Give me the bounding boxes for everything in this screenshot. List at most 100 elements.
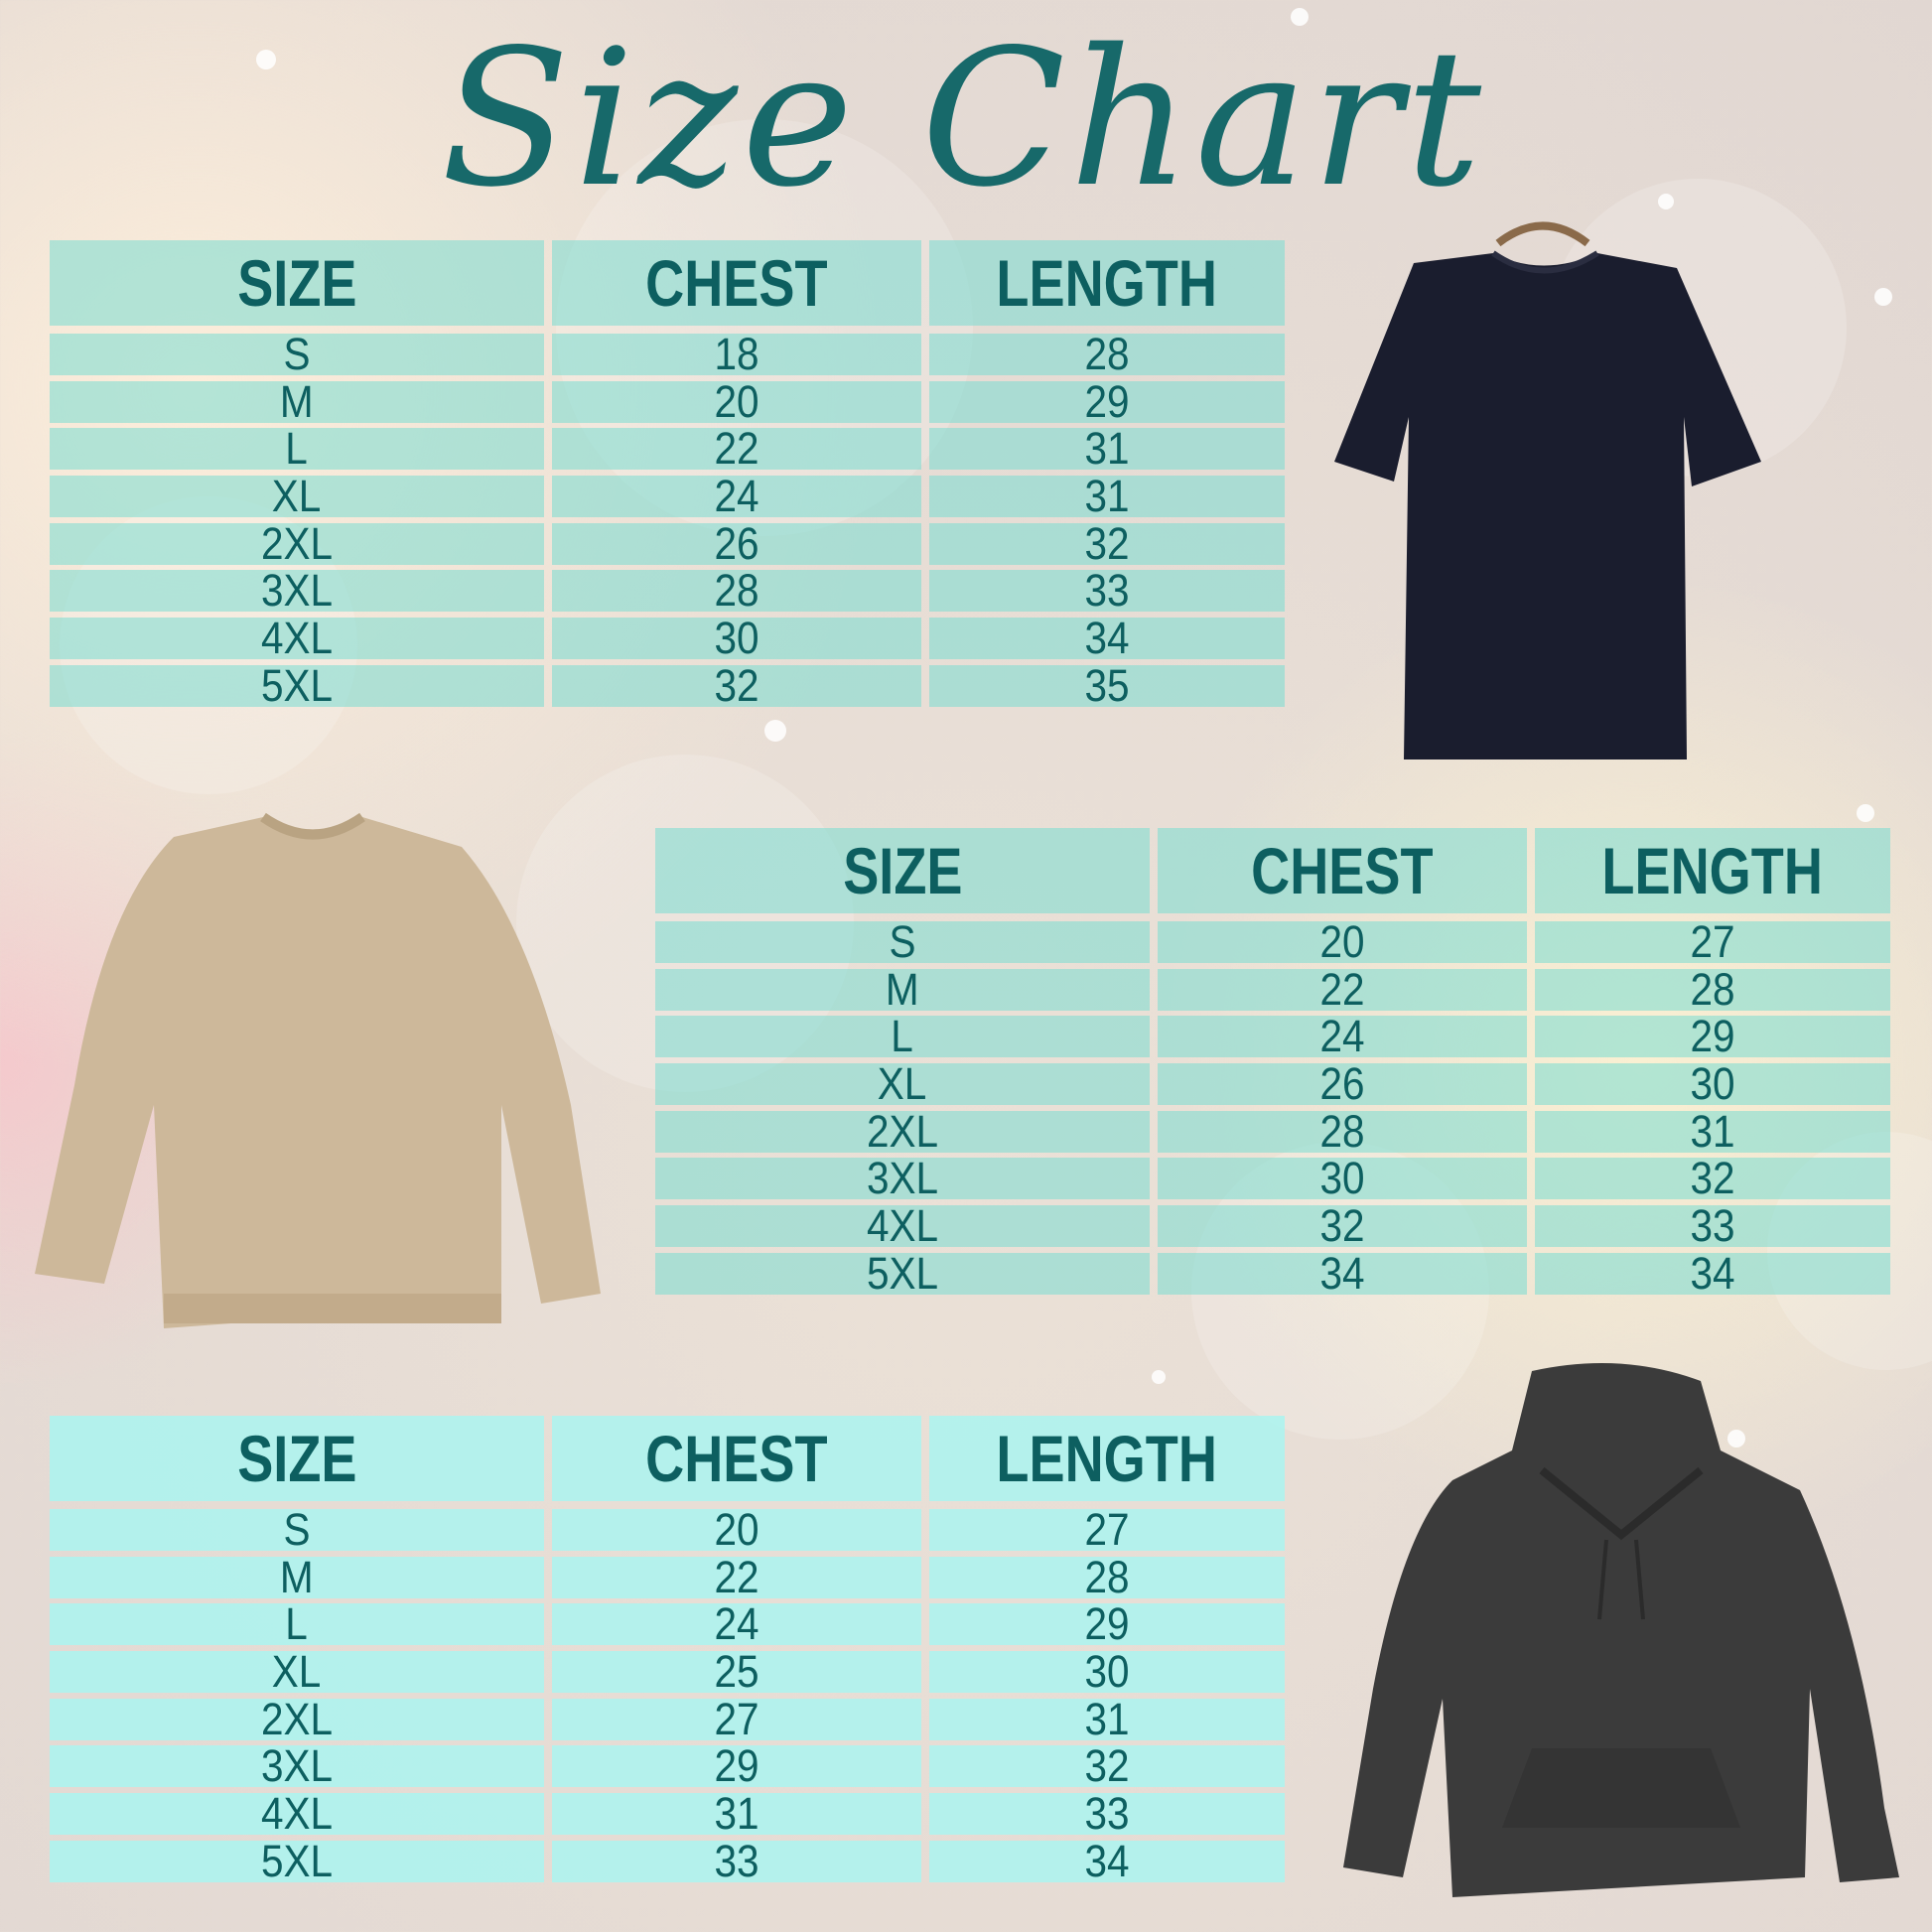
cell-value: 32	[1690, 1153, 1735, 1204]
table-cell: 25	[552, 1646, 921, 1698]
table-cell: 22	[1158, 967, 1527, 1012]
cell-value: 26	[714, 517, 759, 569]
cell-value: 2XL	[260, 1693, 334, 1744]
table-cell: L	[655, 1014, 1150, 1058]
cell-value: M	[280, 1551, 314, 1602]
cell-value: 28	[1084, 329, 1130, 379]
table-cell: 26	[552, 517, 921, 569]
table-cell: 5XL	[50, 1835, 544, 1886]
cell-value: 30	[714, 613, 759, 664]
table-cell: 5XL	[655, 1251, 1150, 1296]
hoodie-image	[1343, 1363, 1899, 1897]
cell-value: 27	[1084, 1504, 1130, 1555]
cell-value: 30	[1084, 1646, 1130, 1698]
table-row: S 18 28	[50, 329, 1285, 379]
cell-value: 33	[1690, 1200, 1735, 1252]
cell-value: 20	[714, 1504, 759, 1555]
table-cell: 27	[1535, 916, 1890, 967]
table-row: XL 26 30	[655, 1058, 1890, 1110]
column-header-chest: CHEST	[1158, 828, 1527, 913]
table-row: L 24 29	[655, 1014, 1890, 1058]
column-header-size: SIZE	[50, 240, 544, 326]
table-row: L 24 29	[50, 1598, 1285, 1650]
table-cell: 4XL	[655, 1200, 1150, 1252]
column-header-label: LENGTH	[996, 246, 1218, 320]
cell-value: 28	[1084, 1551, 1130, 1602]
cell-value: 34	[1084, 613, 1130, 664]
table-cell: 31	[929, 1693, 1285, 1744]
table-row: M 22 28	[655, 967, 1890, 1012]
cell-value: S	[283, 1504, 311, 1555]
table-row: S 20 27	[50, 1504, 1285, 1555]
table-cell: 20	[552, 1504, 921, 1555]
cell-value: 4XL	[260, 1788, 334, 1840]
column-header-label: LENGTH	[1601, 834, 1824, 907]
cell-value: 5XL	[260, 659, 334, 711]
cell-value: 34	[1690, 1247, 1735, 1299]
table-row: XL 25 30	[50, 1646, 1285, 1698]
table-cell: 33	[1535, 1200, 1890, 1252]
cell-value: 24	[714, 471, 759, 522]
cell-value: 31	[1084, 1693, 1130, 1744]
page-title: Size Chart	[440, 9, 1486, 228]
cell-value: 27	[1690, 916, 1735, 967]
cell-value: 22	[714, 1551, 759, 1602]
table-cell: 33	[929, 1791, 1285, 1836]
table-header: SIZE CHEST LENGTH	[50, 1416, 1285, 1501]
cell-value: S	[889, 916, 916, 967]
table-cell: 32	[1158, 1203, 1527, 1248]
table-cell: 31	[929, 474, 1285, 518]
column-header-label: CHEST	[1251, 834, 1434, 907]
cell-value: 32	[714, 659, 759, 711]
table-cell: 28	[929, 329, 1285, 379]
table-cell: M	[50, 1551, 544, 1602]
cell-value: XL	[272, 1646, 322, 1698]
cell-value: L	[285, 423, 309, 475]
table-cell: 33	[552, 1835, 921, 1886]
table-cell: 2XL	[50, 1693, 544, 1744]
cell-value: 31	[1084, 423, 1130, 475]
tshirt-image	[1334, 221, 1761, 759]
table-header: SIZE CHEST LENGTH	[50, 240, 1285, 326]
cell-value: 29	[1084, 1598, 1130, 1650]
table-row: 3XL 28 33	[50, 568, 1285, 613]
table-cell: 34	[929, 1839, 1285, 1883]
table-cell: L	[50, 1601, 544, 1646]
table-cell: 34	[1158, 1247, 1527, 1299]
table-cell: 31	[552, 1791, 921, 1836]
table-cell: 28	[1535, 967, 1890, 1012]
table-cell: XL	[50, 1646, 544, 1698]
table-row: 5XL 33 34	[50, 1835, 1285, 1886]
cell-value: 25	[714, 1646, 759, 1698]
table-cell: 5XL	[50, 659, 544, 711]
table-row: 5XL 34 34	[655, 1247, 1890, 1299]
cell-value: 20	[1319, 916, 1365, 967]
cell-value: 4XL	[260, 613, 334, 664]
table-row: 2XL 28 31	[655, 1105, 1890, 1157]
cell-value: 20	[714, 375, 759, 427]
table-cell: S	[655, 916, 1150, 967]
table-row: L 22 31	[50, 423, 1285, 475]
column-header-size: SIZE	[50, 1416, 544, 1501]
table-cell: 34	[1535, 1247, 1890, 1299]
cell-value: 33	[714, 1835, 759, 1886]
cell-value: 4XL	[866, 1200, 939, 1252]
table-row: 4XL 32 33	[655, 1200, 1890, 1252]
table-header: SIZE CHEST LENGTH	[655, 828, 1890, 913]
column-header-label: LENGTH	[996, 1422, 1218, 1495]
table-cell: M	[50, 375, 544, 427]
cell-value: 26	[1319, 1058, 1365, 1110]
table-cell: 2XL	[50, 521, 544, 566]
cell-value: 29	[714, 1740, 759, 1792]
cell-value: 34	[1319, 1247, 1365, 1299]
cell-value: 5XL	[260, 1835, 334, 1886]
cell-value: M	[280, 375, 314, 427]
cell-value: 31	[1690, 1105, 1735, 1157]
table-cell: 22	[552, 1551, 921, 1602]
table-cell: 3XL	[50, 1743, 544, 1788]
table-cell: 30	[1535, 1061, 1890, 1106]
table-cell: 30	[552, 613, 921, 664]
column-header-label: SIZE	[236, 1422, 357, 1495]
table-cell: 27	[552, 1697, 921, 1741]
table-row: S 20 27	[655, 916, 1890, 967]
